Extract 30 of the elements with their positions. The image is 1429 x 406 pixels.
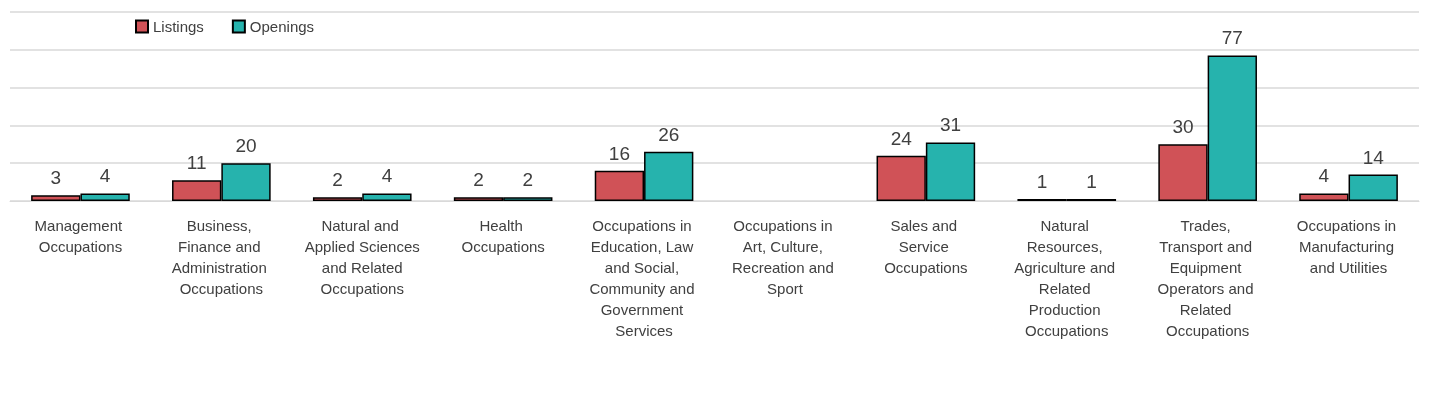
data-label: 77 (1221, 27, 1243, 49)
data-label: 24 (890, 127, 913, 149)
x-tick-label: Sales and Service Occupations (884, 217, 968, 276)
data-label: 3 (50, 167, 62, 189)
data-label: 30 (1172, 116, 1194, 138)
data-label: 4 (99, 165, 111, 187)
data-label: 4 (381, 165, 393, 187)
data-label: 14 (1362, 146, 1385, 168)
data-label: 26 (658, 123, 680, 145)
data-label: 11 (186, 152, 207, 174)
data-label: 16 (608, 142, 630, 164)
data-label: 20 (235, 135, 257, 157)
x-tick-label: Natural and Applied Sciences and Related Occupations (304, 217, 420, 297)
data-label: 1 (1086, 171, 1097, 193)
x-tick-label: Occupations in Manufacturing and Utilities (1296, 217, 1401, 276)
x-tick-label: Management Occupations (34, 217, 127, 255)
x-tick-label: Trades, Transport and Equipment Operators and Related Occupations (1157, 217, 1258, 339)
x-tick-label: Natural Resources, Agriculture and Related Production Occupations (1014, 217, 1120, 339)
data-label: 2 (332, 169, 343, 191)
x-tick-label: Occupations in Art, Culture, Recreation and Sport (732, 217, 838, 297)
data-label: 4 (1318, 165, 1330, 187)
data-label: 31 (939, 114, 962, 136)
legend-label: Listings (153, 18, 204, 35)
data-label: 1 (1036, 171, 1048, 193)
legend-label: Openings (249, 18, 315, 35)
x-tick-label: Business, Finance and Administration Occupations (171, 217, 271, 297)
data-label: 2 (473, 169, 484, 191)
data-label: 2 (522, 169, 534, 191)
x-tick-label: Health Occupations (461, 217, 545, 255)
x-tick-label: Occupations in Education, Law and Social, Community and Government Services (589, 217, 699, 339)
